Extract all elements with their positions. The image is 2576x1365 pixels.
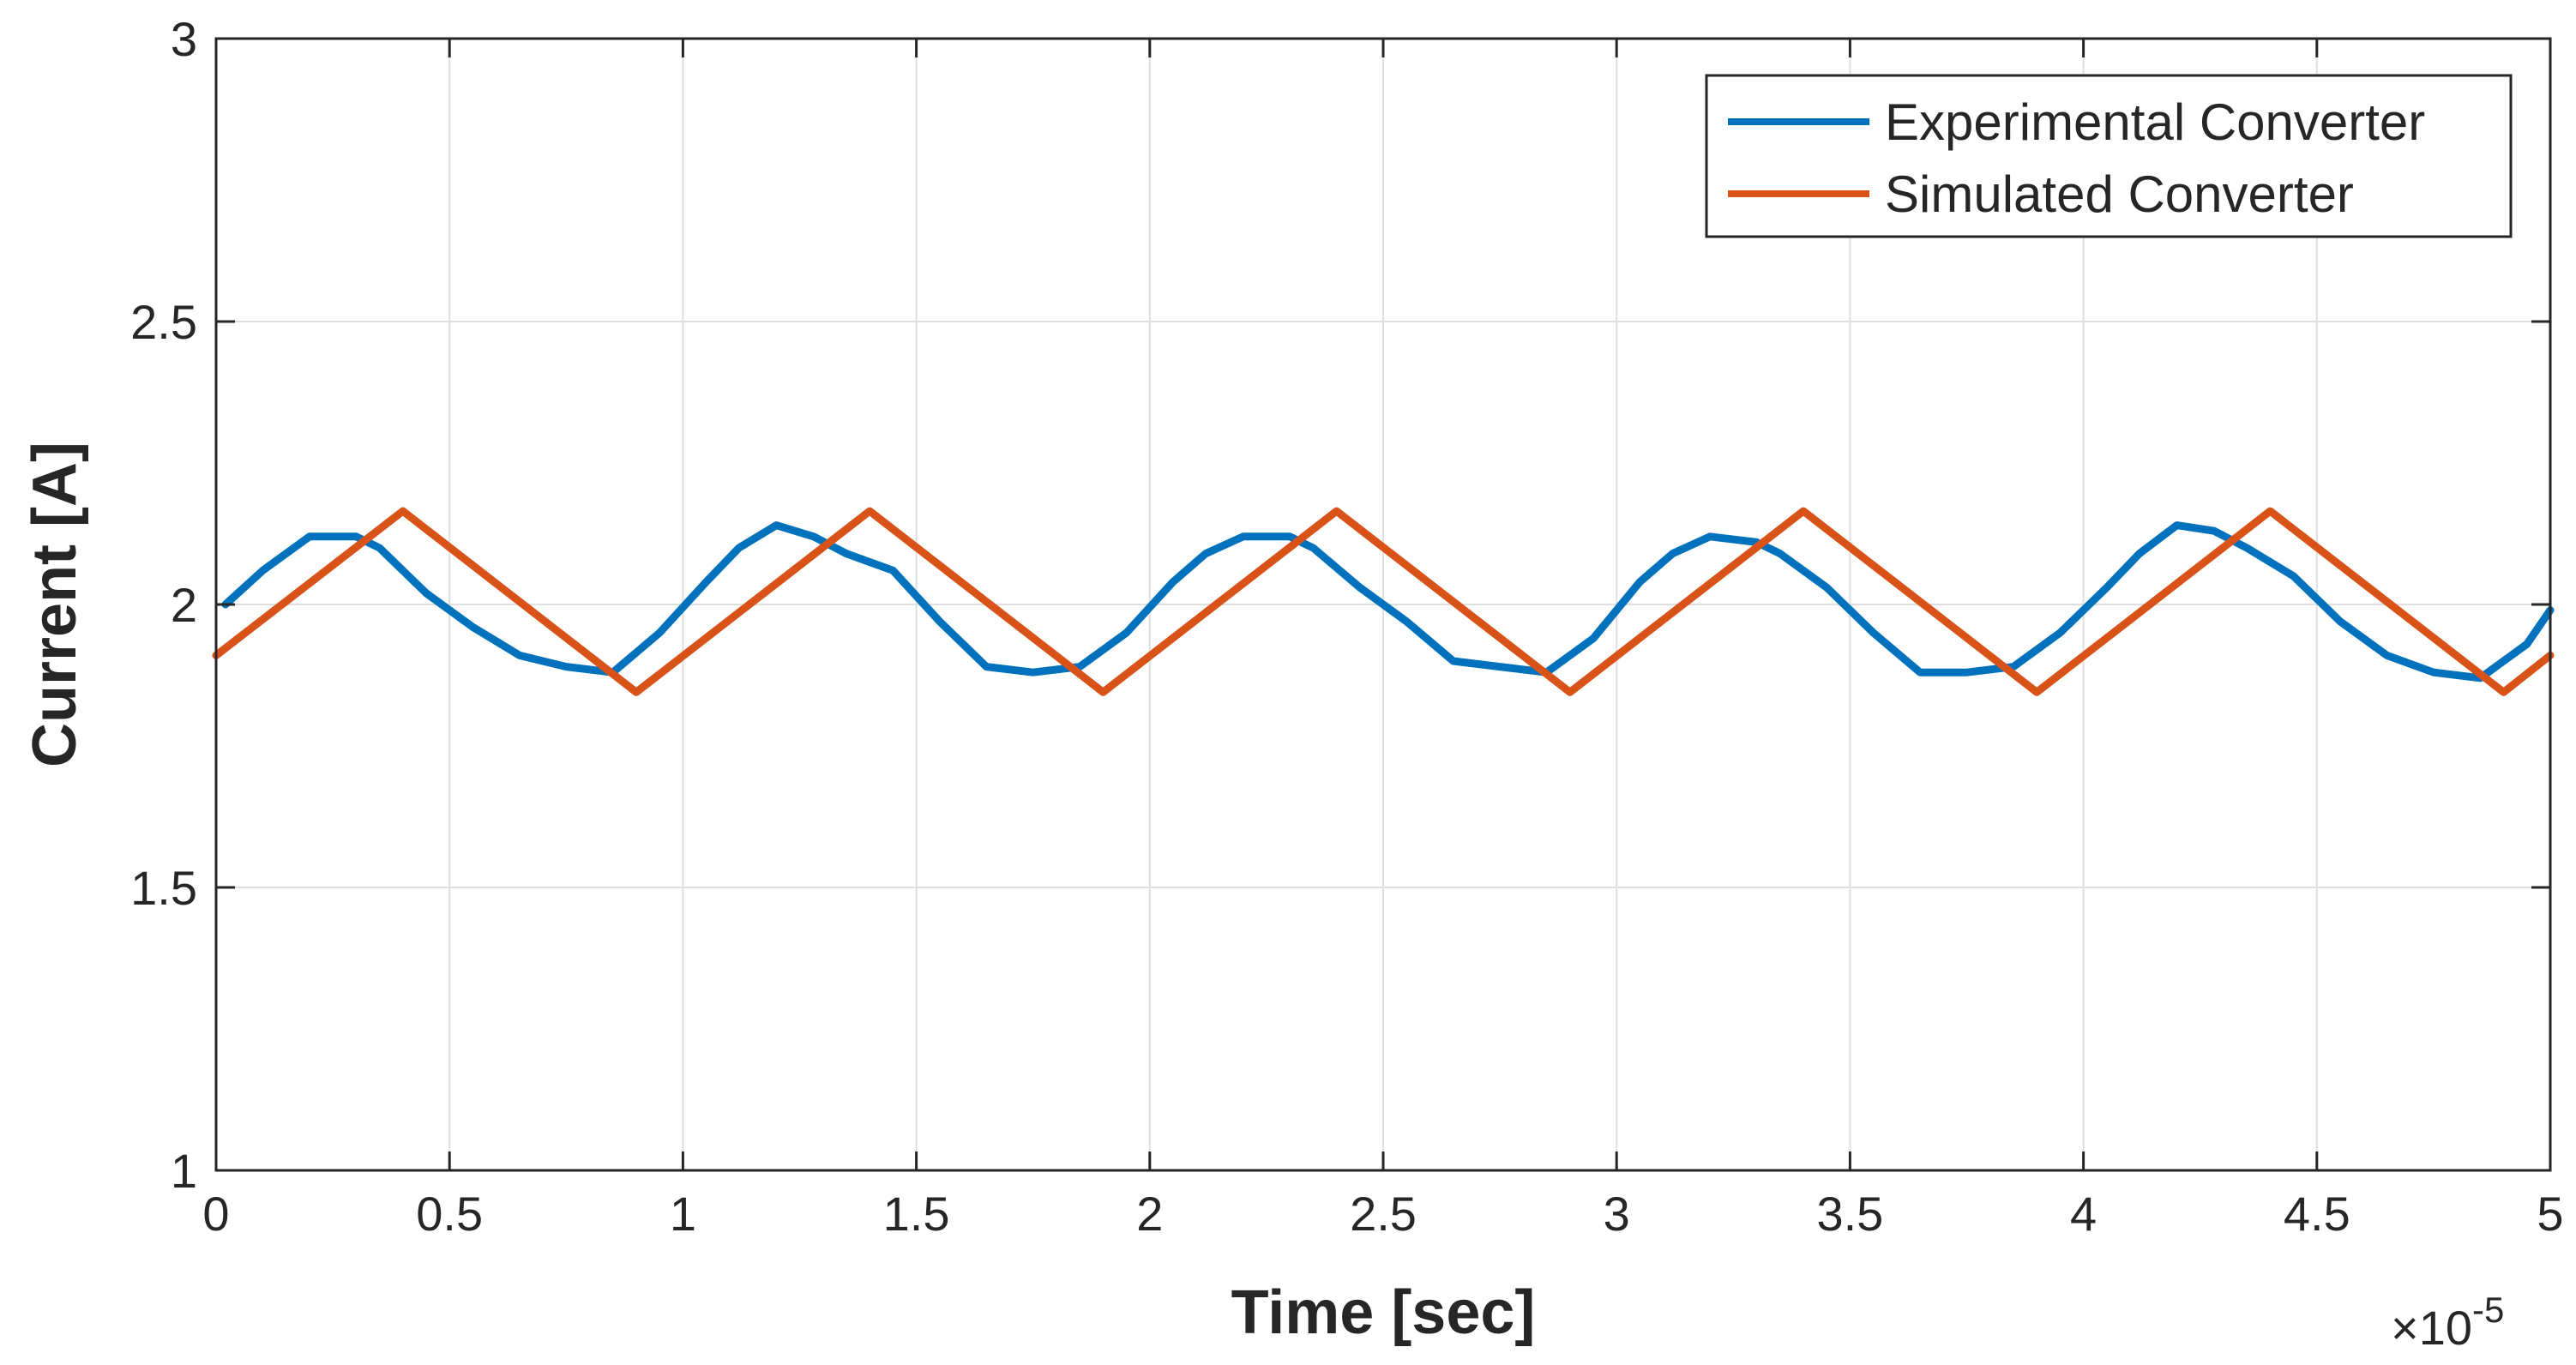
- x-tick-label: 5: [2537, 1187, 2563, 1241]
- legend: Experimental Converter Simulated Convert…: [1705, 74, 2513, 238]
- y-tick-label: 1.5: [130, 861, 197, 915]
- x-exponent-base: ×10: [2391, 1301, 2472, 1355]
- legend-label-simulated: Simulated Converter: [1885, 165, 2354, 223]
- x-tick-label: 0: [202, 1187, 229, 1241]
- legend-box: [1705, 74, 2513, 238]
- x-tick-label: 2: [1136, 1187, 1163, 1241]
- series-line-simulated: [212, 507, 2555, 696]
- series-line-experimental: [221, 521, 2555, 682]
- y-tick-label: 2.5: [130, 295, 197, 349]
- series-layer: [212, 507, 2555, 696]
- y-tick-label: 1: [171, 1144, 197, 1198]
- x-tick-label: 4: [2070, 1187, 2097, 1241]
- x-tick-label: 1: [670, 1187, 696, 1241]
- x-exponent-label: ×10-5: [2391, 1290, 2504, 1355]
- x-axis-ticks: 0 0.5 1 1.5 2 2.5 3 3.5 4 4.5 5: [202, 39, 2564, 1241]
- y-axis-ticks: 1 1.5 2 2.5 3: [130, 12, 2550, 1198]
- y-tick-label: 2: [171, 578, 197, 632]
- x-exponent-power: -5: [2472, 1290, 2504, 1330]
- x-tick-label: 3.5: [1816, 1187, 1883, 1241]
- legend-label-experimental: Experimental Converter: [1885, 93, 2425, 151]
- x-tick-label: 2.5: [1350, 1187, 1417, 1241]
- x-tick-label: 0.5: [416, 1187, 483, 1241]
- x-tick-label: 3: [1604, 1187, 1630, 1241]
- y-axis-label: Current [A]: [21, 442, 89, 767]
- x-axis-label: Time [sec]: [1231, 1278, 1536, 1347]
- x-tick-label: 1.5: [883, 1187, 950, 1241]
- x-tick-label: 4.5: [2284, 1187, 2350, 1241]
- y-tick-label: 3: [171, 12, 197, 66]
